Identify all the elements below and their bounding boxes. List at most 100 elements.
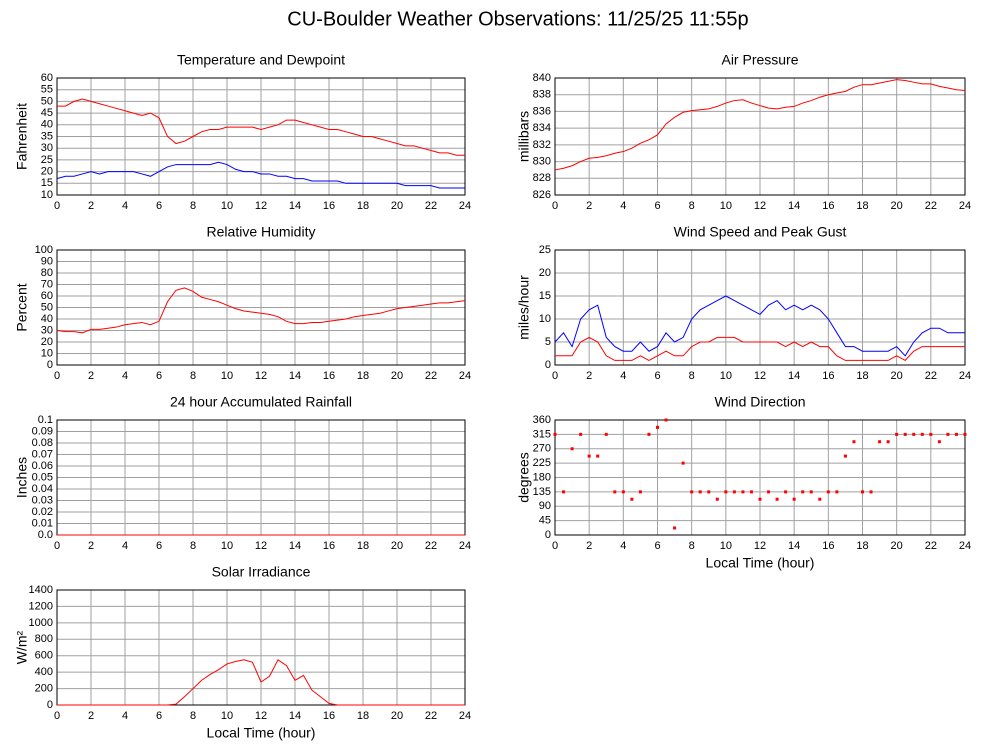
x-tick-label: 4 xyxy=(122,540,128,552)
x-tick-label: 22 xyxy=(425,370,437,382)
data-line xyxy=(56,161,465,189)
y-tick-label: 60 xyxy=(41,72,53,84)
data-point xyxy=(553,432,557,436)
y-tick-label: 40 xyxy=(41,313,53,325)
x-tick-label: 22 xyxy=(425,200,437,212)
x-tick-label: 12 xyxy=(255,370,267,382)
data-point xyxy=(698,490,702,494)
x-tick-label: 2 xyxy=(88,540,94,552)
data-point xyxy=(673,526,677,530)
data-point xyxy=(929,432,933,436)
x-tick-label: 16 xyxy=(323,710,335,722)
x-tick-label: 18 xyxy=(357,200,369,212)
y-tick-label: 90 xyxy=(41,255,53,267)
data-point xyxy=(792,497,796,501)
y-axis-label: Inches xyxy=(14,457,30,498)
x-tick-label: 18 xyxy=(856,370,868,382)
data-point xyxy=(886,440,890,444)
x-tick-label: 16 xyxy=(822,370,834,382)
y-tick-label: 180 xyxy=(533,471,551,483)
y-tick-label: 50 xyxy=(41,301,53,313)
y-tick-label: 45 xyxy=(41,107,53,119)
x-tick-label: 12 xyxy=(754,370,766,382)
plot-frame xyxy=(56,77,466,196)
data-point xyxy=(869,490,873,494)
y-tick-label: 1200 xyxy=(29,600,53,612)
y-tick-label: 10 xyxy=(41,189,53,201)
data-point xyxy=(630,497,634,501)
x-tick-label: 8 xyxy=(689,200,695,212)
x-tick-label: 22 xyxy=(925,370,937,382)
x-tick-label: 10 xyxy=(221,370,233,382)
data-point xyxy=(963,432,967,436)
data-point xyxy=(690,490,694,494)
x-tick-label: 24 xyxy=(959,200,971,212)
y-tick-label: 5 xyxy=(545,336,551,348)
y-tick-label: 15 xyxy=(41,177,53,189)
data-point xyxy=(707,490,711,494)
y-tick-label: 35 xyxy=(41,130,53,142)
y-tick-label: 25 xyxy=(539,244,551,256)
data-point xyxy=(741,490,745,494)
y-tick-label: 90 xyxy=(539,500,551,512)
x-tick-label: 20 xyxy=(391,710,403,722)
data-point xyxy=(920,432,924,436)
y-axis-label: degrees xyxy=(516,452,532,503)
data-point xyxy=(801,490,805,494)
data-point xyxy=(664,418,668,422)
data-point xyxy=(809,490,813,494)
data-point xyxy=(604,432,608,436)
x-axis-label: Local Time (hour) xyxy=(706,555,815,571)
data-point xyxy=(724,490,728,494)
x-tick-label: 16 xyxy=(822,200,834,212)
y-tick-label: 832 xyxy=(533,139,551,151)
data-point xyxy=(835,490,839,494)
x-tick-label: 2 xyxy=(88,710,94,722)
x-tick-label: 14 xyxy=(788,540,800,552)
y-tick-label: 0.07 xyxy=(32,448,53,460)
y-tick-label: 600 xyxy=(35,650,53,662)
x-tick-label: 16 xyxy=(323,200,335,212)
x-tick-label: 14 xyxy=(788,370,800,382)
x-tick-label: 20 xyxy=(391,370,403,382)
y-tick-label: 270 xyxy=(533,443,551,455)
data-point xyxy=(878,440,882,444)
y-tick-label: 45 xyxy=(539,515,551,527)
y-tick-label: 10 xyxy=(41,347,53,359)
y-tick-label: 840 xyxy=(533,72,551,84)
x-tick-label: 2 xyxy=(88,370,94,382)
x-axis-label: Local Time (hour) xyxy=(207,725,316,741)
y-tick-label: 0 xyxy=(47,699,53,711)
data-point xyxy=(656,425,659,429)
x-tick-label: 24 xyxy=(459,200,471,212)
chart-title: Air Pressure xyxy=(721,52,798,68)
data-point xyxy=(903,432,907,436)
x-tick-label: 12 xyxy=(255,710,267,722)
x-tick-label: 4 xyxy=(122,200,128,212)
y-tick-label: 55 xyxy=(41,84,53,96)
data-point xyxy=(613,490,617,494)
y-axis-label: miles/hour xyxy=(516,275,532,340)
x-tick-label: 10 xyxy=(221,710,233,722)
x-tick-label: 4 xyxy=(620,200,626,212)
y-tick-label: 0.08 xyxy=(32,437,53,449)
x-tick-label: 2 xyxy=(586,540,592,552)
x-tick-label: 14 xyxy=(289,710,301,722)
data-line xyxy=(57,659,465,706)
y-tick-label: 838 xyxy=(533,89,551,101)
x-tick-label: 10 xyxy=(720,370,732,382)
data-line xyxy=(554,79,966,171)
x-tick-label: 0 xyxy=(54,540,60,552)
x-tick-label: 18 xyxy=(856,540,868,552)
chart-title: Relative Humidity xyxy=(207,224,316,240)
x-tick-label: 6 xyxy=(156,200,162,212)
y-tick-label: 836 xyxy=(533,105,551,117)
y-tick-label: 10 xyxy=(539,313,551,325)
y-tick-label: 1400 xyxy=(29,584,53,596)
x-tick-label: 0 xyxy=(54,370,60,382)
x-tick-label: 14 xyxy=(289,200,301,212)
x-tick-label: 4 xyxy=(620,370,626,382)
y-tick-label: 200 xyxy=(35,682,53,694)
x-tick-label: 22 xyxy=(925,200,937,212)
